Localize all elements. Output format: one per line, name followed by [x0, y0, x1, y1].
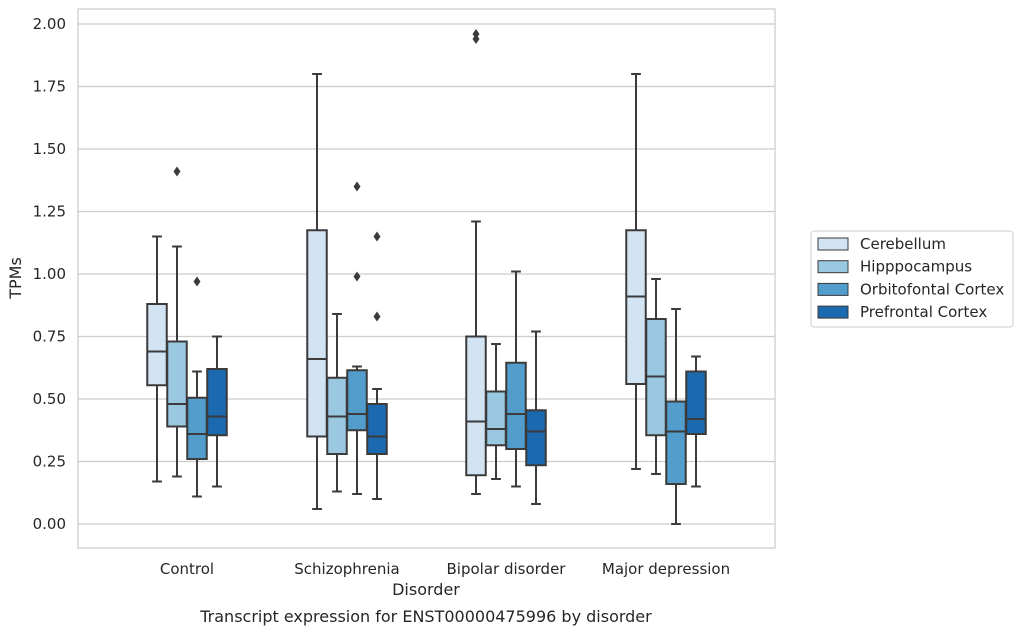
box-orbitofontal-cortex	[186, 276, 208, 498]
x-tick-label: Control	[160, 560, 214, 578]
box-hipppocampus	[645, 278, 667, 475]
box-iqr	[505, 361, 527, 450]
figure-caption: Transcript expression for ENST0000047599…	[199, 607, 652, 626]
y-tick-label: 0.50	[33, 390, 66, 408]
outlier-point	[373, 311, 381, 322]
box-iqr	[665, 400, 687, 485]
box-prefrontal-cortex	[366, 231, 388, 500]
box-iqr	[485, 390, 507, 447]
y-tick-labels: 0.00 0.25 0.50 0.75 1.00 1.25 1.50 1.75 2.00	[33, 15, 66, 533]
legend-label: Prefrontal Cortex	[860, 303, 987, 321]
outlier-point	[472, 29, 480, 39]
x-tick-label: Bipolar disorder	[447, 560, 567, 578]
box-iqr	[186, 396, 208, 460]
y-tick-label: 1.25	[33, 203, 66, 221]
box-iqr	[146, 303, 168, 387]
box-prefrontal-cortex	[525, 330, 547, 505]
box-orbitofontal-cortex	[505, 270, 527, 488]
box-iqr	[525, 409, 547, 467]
y-tick-label: 1.50	[33, 140, 66, 158]
box-iqr	[206, 368, 228, 437]
legend-swatch	[817, 237, 849, 251]
box-orbitofontal-cortex	[346, 181, 368, 495]
box-orbitofontal-cortex	[665, 308, 687, 525]
y-axis-label: TPMs	[6, 257, 25, 300]
x-tick-label: Schizophrenia	[294, 560, 399, 578]
y-tick-label: 1.00	[33, 265, 66, 283]
plot-frame	[77, 8, 776, 549]
box-iqr	[685, 370, 707, 435]
outlier-point	[193, 276, 201, 287]
box-iqr	[625, 229, 647, 385]
legend: Cerebellum Hipppocampus Orbitofontal Corte…	[810, 230, 1014, 328]
box-iqr	[166, 340, 188, 428]
x-axis-label: Disorder	[392, 580, 460, 599]
box-cerebellum	[465, 29, 487, 495]
box-plots	[146, 29, 707, 525]
legend-label: Orbitofontal Cortex	[860, 280, 1004, 298]
box-iqr	[366, 403, 388, 455]
box-hipppocampus	[166, 166, 188, 478]
outlier-point	[373, 231, 381, 242]
legend-label: Cerebellum	[860, 235, 946, 253]
outlier-point	[353, 181, 361, 192]
box-iqr	[306, 229, 328, 438]
box-prefrontal-cortex	[685, 355, 707, 488]
box-iqr	[346, 369, 368, 432]
y-tick-label: 1.75	[33, 78, 66, 96]
legend-swatch	[817, 305, 849, 319]
x-tick-label: Major depression	[602, 560, 730, 578]
legend-swatch	[817, 282, 849, 296]
outlier-point	[353, 271, 361, 282]
box-iqr	[465, 335, 487, 477]
legend-frame	[810, 230, 1014, 328]
y-tick-label: 0.75	[33, 328, 66, 346]
outlier-point	[173, 166, 181, 177]
y-tick-label: 2.00	[33, 15, 66, 33]
box-cerebellum	[625, 73, 647, 470]
box-cerebellum	[306, 73, 328, 510]
legend-swatch	[817, 260, 849, 274]
y-tick-label: 0.25	[33, 453, 66, 471]
legend-label: Hipppocampus	[860, 258, 972, 276]
y-tick-label: 0.00	[33, 515, 66, 533]
x-tick-labels: Control Schizophrenia Bipolar disorder Majo…	[160, 560, 730, 578]
box-prefrontal-cortex	[206, 335, 228, 488]
